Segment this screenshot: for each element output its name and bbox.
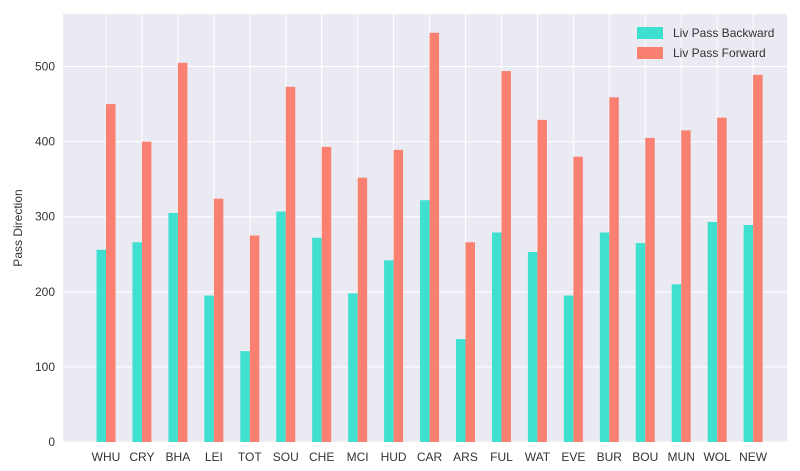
bar-forward-bha: [177, 62, 188, 443]
x-tick-label: MCI: [347, 450, 369, 464]
bar-backward-bur: [599, 232, 610, 442]
x-tick-label: FUL: [490, 450, 513, 464]
x-tick-label: TOT: [238, 450, 262, 464]
legend-swatch: [637, 47, 663, 59]
bar-backward-lei: [204, 295, 214, 442]
bar-forward-cry: [141, 141, 152, 443]
bar-backward-mci: [348, 293, 358, 442]
x-tick-label: BOU: [632, 450, 658, 464]
x-tick-label: MUN: [668, 450, 695, 464]
bar-forward-ful: [501, 71, 511, 443]
bar-forward-wol: [717, 117, 727, 442]
bar-backward-ful: [491, 232, 502, 442]
x-tick-label: BHA: [166, 450, 191, 464]
x-tick-label: BUR: [597, 450, 623, 464]
y-tick-label: 300: [35, 210, 55, 224]
bar-forward-bur: [609, 97, 619, 443]
bar-forward-mun: [681, 130, 691, 442]
bar-backward-cry: [132, 242, 142, 442]
x-tick-label: ARS: [453, 450, 478, 464]
y-axis-ticks: 0 100 200 300 400 500: [35, 60, 55, 449]
x-tick-label: EVE: [561, 450, 585, 464]
y-axis-title: Pass Direction: [11, 189, 25, 266]
x-tick-label: LEI: [205, 450, 223, 464]
bar-forward-tot: [249, 235, 260, 442]
x-tick-label: NEW: [739, 450, 768, 464]
x-tick-label: WHU: [92, 450, 121, 464]
legend-swatch: [637, 27, 663, 39]
bar-backward-car: [420, 200, 430, 442]
bar-forward-eve: [573, 156, 583, 442]
bar-forward-wat: [537, 119, 547, 442]
bar-backward-wol: [707, 221, 718, 442]
bar-backward-bha: [168, 212, 178, 442]
bar-backward-wat: [527, 252, 538, 442]
x-axis-ticks: WHU CRY BHA LEI TOT SOU CHE MCI HUD CAR ARS FUL WAT E…: [92, 450, 768, 464]
y-tick-label: 100: [35, 360, 55, 374]
bar-forward-whu: [106, 104, 116, 443]
legend-label: Liv Pass Backward: [673, 26, 774, 40]
bar-forward-bou: [645, 137, 655, 443]
legend-label: Liv Pass Forward: [673, 46, 766, 60]
y-tick-label: 0: [48, 435, 55, 449]
bar-forward-lei: [213, 198, 224, 442]
bar-backward-eve: [563, 295, 574, 442]
x-tick-label: WOL: [703, 450, 731, 464]
bar-backward-hud: [384, 260, 394, 442]
bar-forward-sou: [285, 86, 296, 443]
x-tick-label: CAR: [417, 450, 443, 464]
x-tick-label: CRY: [129, 450, 154, 464]
bar-backward-che: [312, 237, 322, 442]
bar-forward-new: [753, 74, 763, 443]
bars: [96, 32, 763, 443]
bar-backward-new: [743, 224, 754, 442]
x-tick-label: CHE: [309, 450, 334, 464]
bar-forward-mci: [357, 177, 368, 442]
bar-backward-bou: [635, 243, 646, 442]
x-tick-label: HUD: [381, 450, 407, 464]
bar-forward-car: [429, 32, 440, 442]
x-tick-label: WAT: [525, 450, 551, 464]
bar-backward-sou: [276, 211, 286, 442]
legend: Liv Pass Backward Liv Pass Forward: [637, 26, 774, 60]
y-tick-label: 500: [35, 60, 55, 74]
y-tick-label: 200: [35, 285, 55, 299]
x-tick-label: SOU: [273, 450, 299, 464]
y-tick-label: 400: [35, 135, 55, 149]
bar-forward-che: [321, 146, 332, 442]
bar-backward-whu: [96, 249, 106, 442]
bar-backward-mun: [671, 284, 682, 442]
bar-backward-tot: [240, 351, 250, 442]
bar-forward-hud: [393, 149, 404, 443]
bar-forward-ars: [465, 242, 475, 442]
bar-backward-ars: [456, 339, 466, 442]
